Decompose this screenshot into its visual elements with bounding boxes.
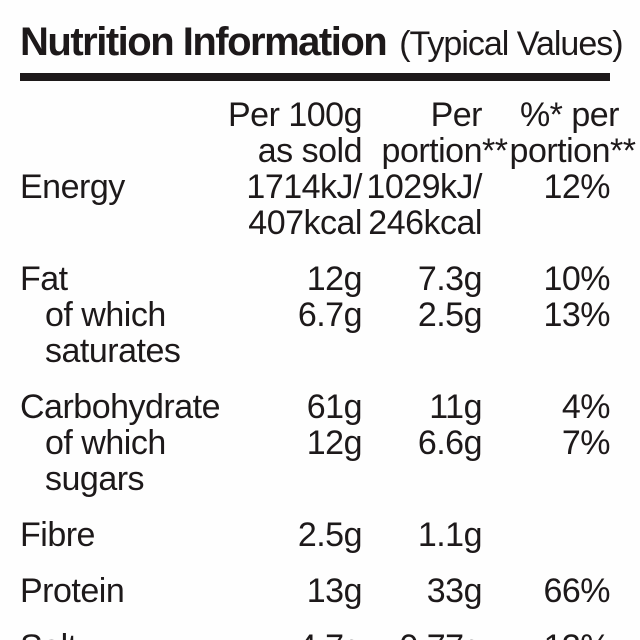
page-title: Nutrition Information (Typical Values) (20, 20, 624, 64)
carbohydrate-per-portion: 11g (429, 388, 482, 426)
row-label: Carbohydrate (20, 388, 221, 426)
energy-per-portion: 1029kJ/ 246kcal (362, 169, 482, 241)
saturates-per-portion: 2.5g (417, 296, 483, 334)
table-row-energy: Energy 1714kJ/ 407kcal 1029kJ/ 246kcal 1… (20, 168, 611, 241)
carbohydrate-pct: 4% (561, 388, 611, 426)
header-per-100g-line2: as sold (257, 132, 363, 170)
table-row-fibre: Fibre 2.5g 1.1g (20, 517, 610, 553)
header-per-portion-line2: portion** (381, 132, 508, 170)
nutrition-table: Per 100g as sold Per portion** %* per po… (20, 96, 636, 640)
fibre-per-100g: 2.5g (297, 516, 363, 554)
energy-per-portion-kj: 1029kJ/ (366, 168, 482, 206)
row-label: Fat (20, 260, 68, 298)
salt-pct: 13% (482, 629, 610, 640)
table-row-saturates: of which saturates 6.7g 2.5g 13% (20, 296, 611, 370)
row-label: of which sugars (45, 424, 166, 498)
carbohydrate-per-100g: 61g (306, 388, 363, 426)
header-pct-per-portion: %* per portion** (482, 97, 636, 170)
header-pct-line2: portion** (509, 132, 636, 170)
salt-per-100g: 4.7g (222, 629, 363, 640)
table-row-protein: Protein 13g 33g 66% (20, 572, 611, 610)
protein-per-portion: 33g (426, 572, 483, 610)
fat-pct: 10% (543, 260, 610, 298)
energy-per-100g-kj: 1714kJ/ (246, 168, 362, 206)
salt-per-portion: 0.77g (362, 629, 482, 640)
table-row-salt: Salt 4.7g 0.77g 13% (20, 629, 611, 640)
title-main: Nutrition Information (20, 20, 388, 64)
sugars-pct: 7% (561, 424, 611, 462)
header-per-portion: Per portion** (362, 96, 508, 170)
table-row-sugars: of which sugars 12g 6.6g 7% (20, 424, 611, 498)
header-per-100g-line1: Per 100g (228, 96, 363, 134)
table-row-carbohydrate: Carbohydrate 61g 11g 4% (20, 388, 611, 426)
sugars-per-portion: 6.6g (417, 424, 483, 462)
table-row-fat: Fat 12g 7.3g 10% (20, 260, 611, 298)
fibre-per-portion: 1.1g (417, 516, 483, 554)
saturates-pct: 13% (543, 296, 610, 334)
saturates-per-100g: 6.7g (297, 296, 363, 334)
header-per-100g: Per 100g as sold (222, 96, 363, 170)
title-suffix: (Typical Values) (399, 25, 623, 63)
row-label: Protein (20, 572, 125, 610)
energy-per-100g: 1714kJ/ 407kcal (222, 169, 362, 241)
header-pct-line1: %* per (519, 96, 620, 134)
row-label: Salt (20, 629, 222, 640)
fat-per-portion: 7.3g (417, 260, 483, 298)
header-per-portion-word: portion (381, 132, 483, 170)
protein-per-100g: 13g (306, 572, 363, 610)
row-label: Fibre (20, 516, 95, 554)
top-divider (20, 73, 610, 81)
table-header-row: Per 100g as sold Per portion** %* per po… (20, 96, 636, 170)
fat-per-100g: 12g (306, 260, 363, 298)
header-per-portion-line1: Per (430, 96, 483, 134)
header-pct-word: portion (509, 132, 611, 170)
row-label: of which saturates (45, 296, 181, 370)
energy-pct: 12% (543, 168, 610, 206)
energy-per-100g-kcal: 407kcal (248, 204, 362, 242)
protein-pct: 66% (543, 572, 610, 610)
energy-per-portion-kcal: 246kcal (368, 204, 482, 242)
sugars-per-100g: 12g (306, 424, 363, 462)
row-label: Energy (20, 168, 125, 206)
